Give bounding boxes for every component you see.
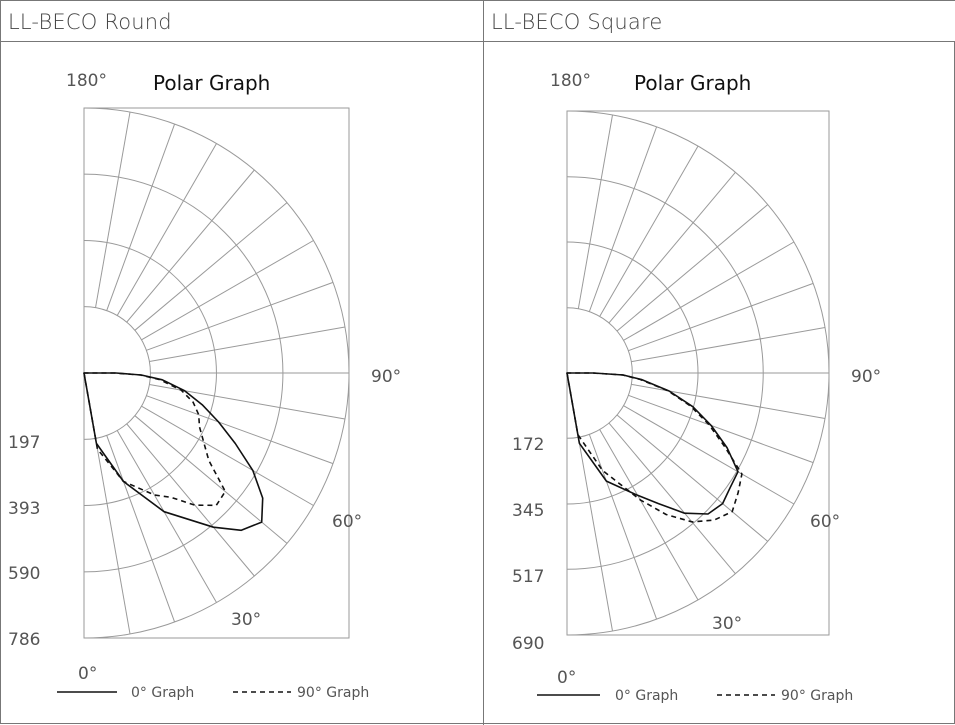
polar-spoke <box>141 405 314 506</box>
angle-label-60: 60° <box>810 512 840 532</box>
angle-label-0: 0° <box>557 668 576 688</box>
series-0-graph <box>83 372 264 532</box>
angle-label-30: 30° <box>712 614 742 634</box>
polar-spoke <box>628 394 814 464</box>
legend-solid-label: 0° Graph <box>131 685 194 701</box>
radial-tick-label: 345 <box>512 501 544 521</box>
panel-header: LL-BECO Round <box>1 1 483 42</box>
polar-spoke <box>628 282 814 352</box>
polar-spoke <box>95 111 131 308</box>
polar-spoke <box>616 204 769 332</box>
series-90-graph <box>566 372 743 523</box>
polar-spoke <box>126 423 255 577</box>
legend-dashed-label: 90° Graph <box>297 685 369 701</box>
angle-label-60: 60° <box>332 512 362 532</box>
polar-spoke <box>623 405 795 505</box>
panel-header: LL-BECO Square <box>484 1 955 42</box>
polar-chart-round: 180° Polar Graph 90° 60° 30° 0° 197 393 … <box>8 71 401 701</box>
polar-spoke <box>146 281 334 351</box>
radial-tick-label: 590 <box>8 564 40 584</box>
polar-spoke <box>116 430 217 603</box>
polar-spoke <box>95 438 131 635</box>
polar-spoke <box>577 437 613 632</box>
polar-curves <box>566 372 743 523</box>
polar-spoke <box>599 145 699 317</box>
polar-spoke <box>631 327 826 363</box>
polar-spoke <box>126 169 255 323</box>
polar-spoke <box>106 435 176 623</box>
polar-curves <box>83 372 264 532</box>
polar-spoke <box>149 384 346 420</box>
radial-tick-label: 786 <box>8 630 40 650</box>
polar-spoke <box>631 383 826 419</box>
radial-tick-label: 197 <box>8 433 40 453</box>
chart-title: Polar Graph <box>634 71 751 95</box>
angle-label-90: 90° <box>851 367 881 387</box>
polar-spoke <box>599 429 699 601</box>
polar-spoke <box>106 123 176 311</box>
radial-tick-label: 690 <box>512 634 544 654</box>
panel-title: LL-BECO Round <box>8 10 172 34</box>
angle-label-90: 90° <box>371 367 401 387</box>
chart-title: Polar Graph <box>153 71 270 95</box>
polar-spoke <box>577 114 613 309</box>
panel-round: LL-BECO Round 180° Polar Graph 90° 60° 3… <box>1 1 483 725</box>
radial-tick-label: 172 <box>512 435 544 455</box>
series-90-graph <box>83 372 227 507</box>
polar-spoke <box>134 202 288 331</box>
panel-square: LL-BECO Square 180° Polar Graph 90° 60° … <box>483 1 955 725</box>
polar-spoke <box>141 240 314 341</box>
polar-spoke <box>146 395 334 465</box>
polar-spoke <box>149 326 346 362</box>
polar-grid <box>83 107 350 639</box>
polar-spoke <box>608 171 736 324</box>
polar-spoke <box>588 126 658 312</box>
angle-label-180: 180° <box>550 71 591 91</box>
panel-title: LL-BECO Square <box>491 10 663 34</box>
polar-spoke <box>608 422 736 575</box>
legend-dashed-label: 90° Graph <box>781 688 853 704</box>
polar-grid <box>566 110 830 636</box>
angle-label-30: 30° <box>231 610 261 630</box>
polar-ring <box>566 307 633 439</box>
radial-tick-label: 393 <box>8 499 40 519</box>
polar-spoke <box>623 241 795 341</box>
polar-spoke <box>116 143 217 316</box>
polar-chart-square: 180° Polar Graph 90° 60° 30° 0° 172 345 … <box>512 71 881 704</box>
angle-label-180: 180° <box>66 71 107 91</box>
radial-tick-label: 517 <box>512 567 544 587</box>
angle-label-0: 0° <box>78 664 97 684</box>
polar-spoke <box>588 434 658 620</box>
polar-spoke <box>616 414 769 542</box>
legend-solid-label: 0° Graph <box>615 688 678 704</box>
polar-ring <box>83 306 151 440</box>
